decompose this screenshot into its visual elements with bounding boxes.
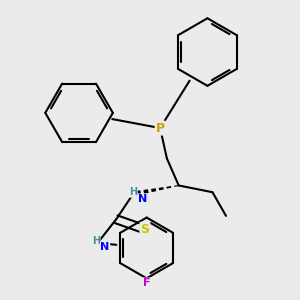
Text: P: P <box>156 122 165 134</box>
Text: H: H <box>92 236 100 246</box>
Text: F: F <box>143 278 150 288</box>
Text: S: S <box>140 223 149 236</box>
Text: H: H <box>129 187 137 197</box>
Text: N: N <box>138 194 147 204</box>
Text: N: N <box>100 242 110 252</box>
